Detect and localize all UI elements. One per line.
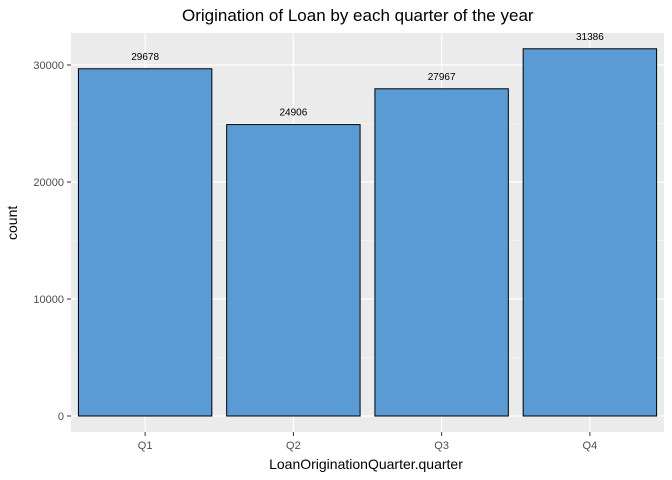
data-label-q1: 29678	[131, 52, 159, 63]
y-tick-label: 0	[58, 411, 64, 423]
chart-title: Origination of Loan by each quarter of t…	[182, 6, 534, 25]
y-tick-label: 20000	[33, 177, 64, 189]
data-label-q3: 27967	[428, 72, 456, 83]
x-tick-label-q3: Q3	[434, 440, 449, 452]
x-tick-label-q4: Q4	[583, 440, 598, 452]
x-axis-label: LoanOriginationQuarter.quarter	[269, 456, 463, 472]
bar-q4	[522, 48, 658, 417]
x-tick-label-q1: Q1	[138, 440, 153, 452]
x-tick-label-q2: Q2	[286, 440, 301, 452]
bar-q3	[374, 88, 509, 417]
data-label-q2: 24906	[279, 108, 307, 119]
data-label-q4: 31386	[576, 32, 604, 43]
y-tick-label: 30000	[33, 60, 64, 72]
bar-q1	[77, 68, 213, 417]
bar-q2	[226, 124, 361, 417]
y-tick-label: 10000	[33, 294, 64, 306]
